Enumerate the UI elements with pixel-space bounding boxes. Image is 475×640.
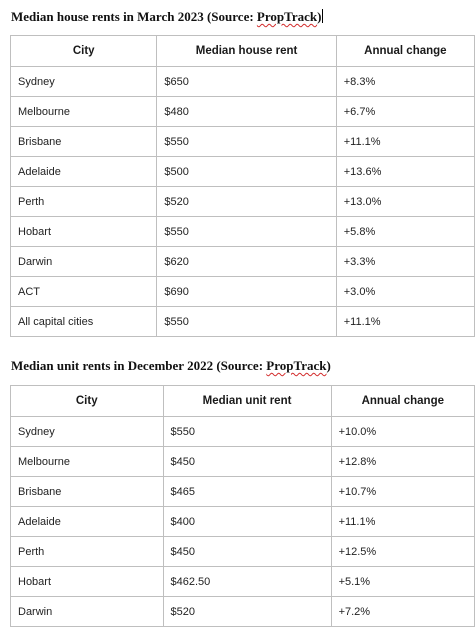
- table-row: Sydney $550 +10.0%: [10, 416, 475, 447]
- cell-median-rent: $500: [156, 156, 337, 187]
- text-cursor: [322, 9, 324, 23]
- house-title-suffix: ): [317, 9, 322, 24]
- cell-median-rent: $462.50: [162, 566, 332, 597]
- cell-city: Sydney: [9, 66, 158, 97]
- table-row: Sydney $650 +8.3%: [9, 66, 475, 97]
- cell-city: Hobart: [10, 566, 164, 597]
- cell-city: Perth: [10, 536, 164, 567]
- table-header-row: City Median house rent Annual change: [9, 35, 475, 67]
- table-row: Melbourne $450 +12.8%: [10, 446, 475, 477]
- unit-title-prefix: Median unit rents in December 2022 (Sour…: [11, 358, 267, 373]
- cell-annual-change: +7.2%: [330, 596, 475, 627]
- cell-city: Adelaide: [9, 156, 158, 187]
- table-row: Adelaide $400 +11.1%: [10, 506, 475, 537]
- cell-median-rent: $550: [162, 416, 332, 447]
- cell-median-rent: $520: [156, 186, 337, 217]
- column-header-annual-change: Annual change: [330, 385, 475, 417]
- table-row: Perth $450 +12.5%: [10, 536, 475, 567]
- table-row: Darwin $520 +7.2%: [10, 596, 475, 627]
- column-header-median-rent: Median house rent: [156, 35, 337, 67]
- cell-median-rent: $550: [156, 126, 337, 157]
- unit-title-suffix: ): [326, 358, 331, 373]
- table-row: Perth $520 +13.0%: [9, 186, 475, 217]
- cell-city: Sydney: [10, 416, 164, 447]
- column-header-city: City: [10, 385, 164, 417]
- table-row: Hobart $550 +5.8%: [9, 216, 475, 247]
- cell-median-rent: $480: [156, 96, 337, 127]
- cell-annual-change: +10.0%: [330, 416, 475, 447]
- cell-city: Darwin: [9, 246, 158, 277]
- cell-median-rent: $550: [156, 216, 337, 247]
- cell-annual-change: +5.1%: [330, 566, 475, 597]
- cell-annual-change: +13.0%: [335, 186, 475, 217]
- cell-annual-change: +3.0%: [335, 276, 475, 307]
- cell-median-rent: $520: [162, 596, 332, 627]
- column-header-median-rent: Median unit rent: [162, 385, 332, 417]
- cell-median-rent: $620: [156, 246, 337, 277]
- cell-city: Darwin: [10, 596, 164, 627]
- cell-annual-change: +13.6%: [335, 156, 475, 187]
- column-header-annual-change: Annual change: [335, 35, 475, 67]
- cell-median-rent: $450: [162, 446, 332, 477]
- cell-annual-change: +11.1%: [330, 506, 475, 537]
- cell-median-rent: $650: [156, 66, 337, 97]
- cell-annual-change: +6.7%: [335, 96, 475, 127]
- table-row: ACT $690 +3.0%: [9, 276, 475, 307]
- cell-city: Melbourne: [9, 96, 158, 127]
- cell-city: Adelaide: [10, 506, 164, 537]
- cell-annual-change: +12.5%: [330, 536, 475, 567]
- table-header-row: City Median unit rent Annual change: [10, 385, 475, 417]
- table-row: Melbourne $480 +6.7%: [9, 96, 475, 127]
- cell-annual-change: +11.1%: [335, 306, 475, 337]
- cell-median-rent: $690: [156, 276, 337, 307]
- cell-city: All capital cities: [9, 306, 158, 337]
- cell-annual-change: +5.8%: [335, 216, 475, 247]
- cell-annual-change: +12.8%: [330, 446, 475, 477]
- column-header-city: City: [9, 35, 158, 67]
- cell-city: Hobart: [9, 216, 158, 247]
- table-row: All capital cities $550 +11.1%: [9, 306, 475, 337]
- cell-median-rent: $550: [156, 306, 337, 337]
- cell-city: ACT: [9, 276, 158, 307]
- cell-annual-change: +8.3%: [335, 66, 475, 97]
- unit-source-name: PropTrack: [266, 358, 327, 373]
- cell-city: Perth: [9, 186, 158, 217]
- table-row: Brisbane $550 +11.1%: [9, 126, 475, 157]
- house-title-prefix: Median house rents in March 2023 (Source…: [11, 9, 257, 24]
- cell-city: Melbourne: [10, 446, 164, 477]
- cell-annual-change: +11.1%: [335, 126, 475, 157]
- cell-annual-change: +10.7%: [330, 476, 475, 507]
- house-rents-table: City Median house rent Annual change Syd…: [9, 35, 475, 337]
- cell-median-rent: $450: [162, 536, 332, 567]
- cell-city: Brisbane: [10, 476, 164, 507]
- unit-rents-table: City Median unit rent Annual change Sydn…: [10, 385, 475, 627]
- cell-median-rent: $465: [162, 476, 332, 507]
- cell-annual-change: +3.3%: [335, 246, 475, 277]
- unit-rents-title: Median unit rents in December 2022 (Sour…: [11, 358, 331, 374]
- cell-median-rent: $400: [162, 506, 332, 537]
- table-row: Adelaide $500 +13.6%: [9, 156, 475, 187]
- house-rents-title: Median house rents in March 2023 (Source…: [11, 9, 324, 25]
- table-row: Darwin $620 +3.3%: [9, 246, 475, 277]
- cell-city: Brisbane: [9, 126, 158, 157]
- house-source-name: PropTrack: [256, 9, 318, 24]
- table-row: Hobart $462.50 +5.1%: [10, 566, 475, 597]
- table-row: Brisbane $465 +10.7%: [10, 476, 475, 507]
